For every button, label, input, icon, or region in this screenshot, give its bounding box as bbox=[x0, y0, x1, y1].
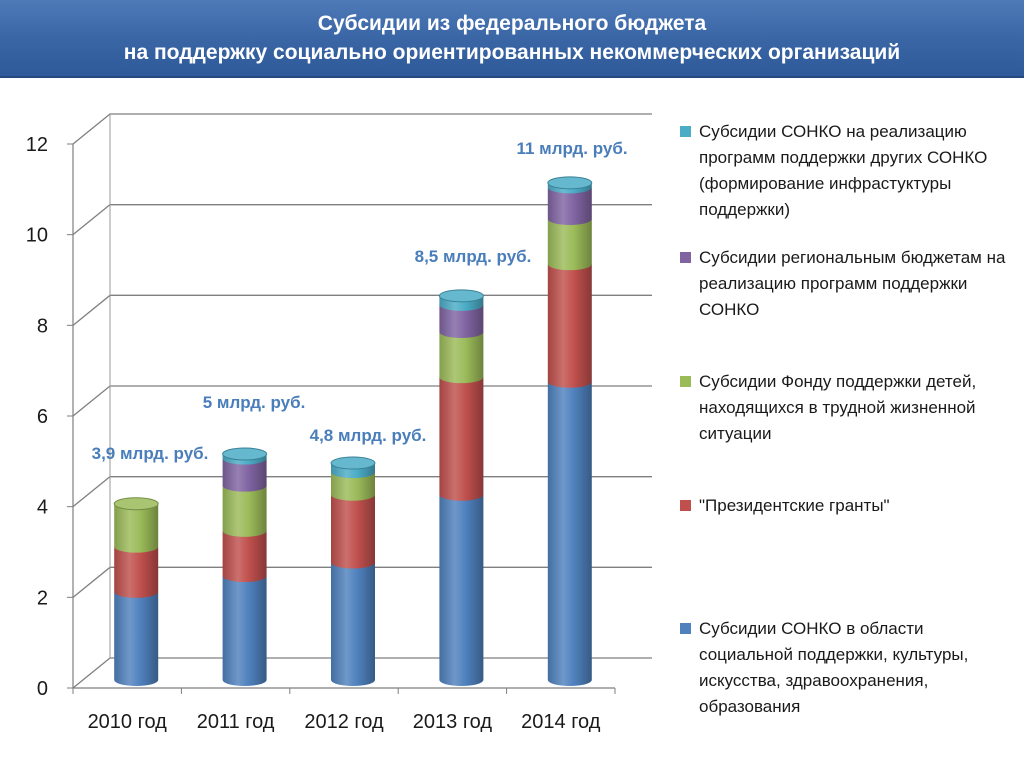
y-tick-label: 2 bbox=[37, 587, 48, 609]
legend-swatch-presidential-grants bbox=[680, 500, 691, 511]
legend-label-children-fund: Субсидии Фонду поддержки детей, находящи… bbox=[699, 372, 977, 443]
bar-total-label: 4,8 млрд. руб. bbox=[310, 426, 427, 445]
bar-segment-2014-год-s1 bbox=[547, 264, 592, 388]
bar-segment-2011-год-s3 bbox=[222, 458, 267, 492]
y-tick-label: 6 bbox=[37, 406, 48, 428]
bar-total-label: 5 млрд. руб. bbox=[203, 393, 306, 412]
slide-title-line-2: на поддержку социально ориентированных н… bbox=[123, 41, 901, 64]
bar-segment-2010-год-s0 bbox=[114, 591, 159, 686]
bar-segment-2011-год-s2 bbox=[222, 485, 267, 537]
bar-segment-2013-год-s0 bbox=[439, 494, 484, 686]
y-tick-label: 10 bbox=[26, 225, 48, 247]
bar-segment-body bbox=[439, 304, 484, 338]
legend-label-regional-budgets: Субсидии региональным бюджетам на реализ… bbox=[699, 248, 1006, 319]
bar-segment-body bbox=[222, 458, 267, 492]
bar-segment-2012-год-s1 bbox=[331, 494, 375, 569]
bar-segment-2014-год-s2 bbox=[547, 218, 592, 271]
bar-segment-body bbox=[114, 591, 159, 686]
bar-segment-2012-год-s2 bbox=[331, 472, 375, 501]
bar-segment-2011-год-s1 bbox=[222, 530, 267, 583]
bar-top-cap bbox=[113, 497, 159, 511]
bar-top-cap bbox=[222, 447, 268, 461]
slide-header: Субсидии из федерального бюджета на подд… bbox=[0, 0, 1024, 78]
bar-top-cap bbox=[547, 176, 593, 190]
bar-segment-body bbox=[547, 218, 592, 271]
bar-top-cap bbox=[330, 456, 376, 470]
bar-total-label: 8,5 млрд. руб. bbox=[415, 247, 532, 266]
legend-label-social-support: Субсидии СОНКО в области социальной подд… bbox=[699, 619, 969, 716]
bar-segment-body bbox=[439, 377, 484, 501]
bar-segment-body bbox=[547, 381, 592, 686]
bar-segment-body bbox=[331, 562, 375, 686]
bar-segment-2013-год-s3 bbox=[439, 304, 484, 338]
bar-segment-2013-год-s2 bbox=[439, 331, 484, 384]
legend-swatch-infrastructure bbox=[680, 126, 691, 137]
legend-label-infrastructure: Субсидии СОНКО на реализацию программ по… bbox=[699, 122, 988, 219]
y-tick-label: 0 bbox=[37, 678, 48, 700]
x-tick-label: 2012 год bbox=[304, 711, 384, 733]
bar-total-label: 11 млрд. руб. bbox=[516, 139, 627, 158]
bar-segment-body bbox=[222, 485, 267, 537]
bar-segment-body bbox=[439, 494, 484, 686]
bar-segment-2014-год-s0 bbox=[547, 381, 592, 686]
bar-segment-body bbox=[331, 494, 375, 569]
bar-segment-body bbox=[222, 576, 267, 686]
stacked-cylinder-chart: 0 2 4 6 8 10 12 2010 год 2011 год 2012 год 2013 го… bbox=[26, 113, 652, 733]
bar-segment-body bbox=[547, 264, 592, 388]
bar-total-label: 3,9 млрд. руб. bbox=[92, 444, 209, 463]
bar-segment-2013-год-s1 bbox=[439, 377, 484, 501]
bar-segment-2010-год-s2 bbox=[114, 503, 159, 553]
bar-segment-body bbox=[331, 472, 375, 501]
bar-segment-body bbox=[114, 546, 159, 598]
bar-top-cap bbox=[438, 289, 484, 303]
x-tick-label: 2011 год bbox=[197, 711, 275, 733]
bar-segment-body bbox=[222, 530, 267, 583]
bar-segment-2012-год-s0 bbox=[331, 562, 375, 686]
y-tick-label: 8 bbox=[37, 315, 48, 337]
y-tick-label: 12 bbox=[26, 134, 48, 156]
legend-label-presidential-grants: "Президентские гранты" bbox=[699, 496, 890, 515]
x-tick-label: 2013 год bbox=[413, 711, 493, 733]
legend-swatch-regional-budgets bbox=[680, 252, 691, 263]
bar-segment-body bbox=[547, 187, 592, 225]
legend-swatch-social-support bbox=[680, 623, 691, 634]
bar-segment-2010-год-s1 bbox=[114, 546, 159, 598]
bar-segment-body bbox=[114, 503, 159, 553]
bar-segment-2014-год-s3 bbox=[547, 187, 592, 225]
legend-swatch-children-fund bbox=[680, 376, 691, 387]
bar-segment-body bbox=[439, 331, 484, 384]
slide-title-line-1: Субсидии из федерального бюджета bbox=[317, 12, 707, 35]
x-tick-label: 2010 год bbox=[88, 711, 168, 733]
y-tick-label: 4 bbox=[37, 497, 48, 519]
bar-segment-2011-год-s0 bbox=[222, 576, 267, 686]
x-tick-label: 2014 год bbox=[521, 711, 601, 733]
